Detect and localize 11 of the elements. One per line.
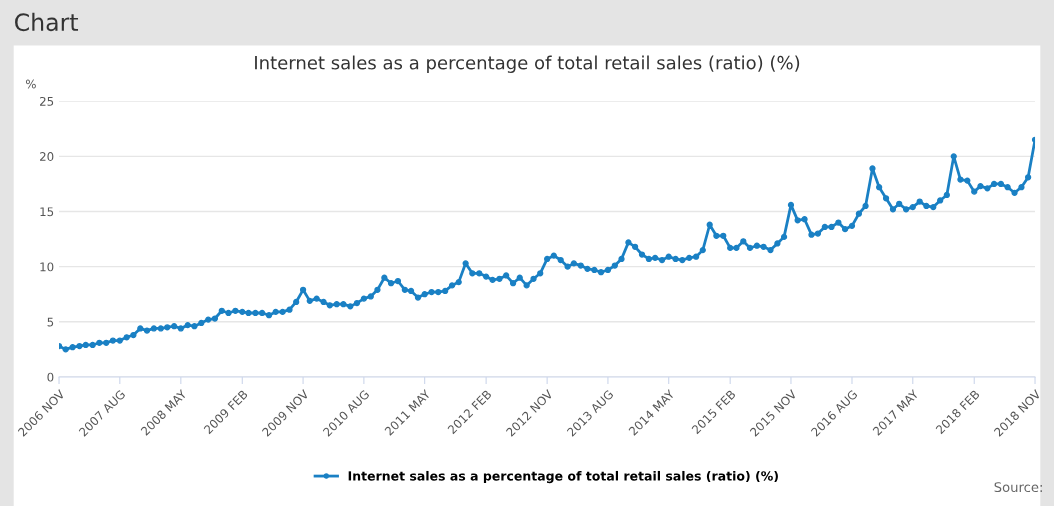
y-tick-label: 15 bbox=[40, 207, 54, 217]
y-tick-label: 5 bbox=[47, 317, 54, 327]
text: Chart bbox=[15, 12, 79, 32]
legend-label: Internet sales as a percentage of total retail sales (ratio) (%) bbox=[348, 470, 778, 484]
y-tick-label: 20 bbox=[40, 152, 54, 162]
y-tick-label: 0 bbox=[47, 372, 54, 382]
y-tick-label: 25 bbox=[40, 96, 54, 106]
y-tick-label: 10 bbox=[40, 262, 54, 272]
y-axis-title: % bbox=[25, 79, 36, 89]
chart-title: Internet sales as a percentage of total retail sales (ratio) (%) bbox=[255, 55, 800, 73]
source-note: Source: bbox=[994, 482, 1042, 493]
